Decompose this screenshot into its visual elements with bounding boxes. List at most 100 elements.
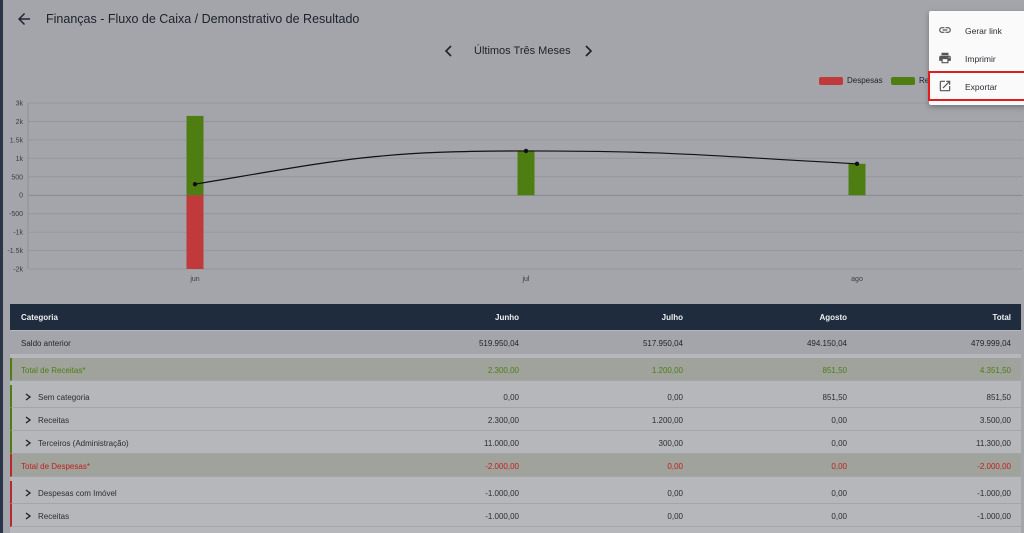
cell-julho: 517.950,04 [642,339,683,348]
cell-julho: 300,00 [658,439,683,448]
cell-agosto: 0,00 [831,416,847,425]
cell-agosto: 494.150,04 [806,339,847,348]
top-bar: Finanças - Fluxo de Caixa / Demonstrativ… [3,0,1024,40]
y-tick-label: 500 [11,174,23,181]
legend-label: Despesas [847,76,883,85]
row-label: Despesas com Imóvel [38,489,117,498]
legend-item-despesas[interactable]: Despesas [819,76,883,86]
print-icon [938,51,952,65]
menu-item-imprimir[interactable]: Imprimir [929,44,1024,72]
legend-swatch [891,76,915,85]
cell-agosto: 851,50 [822,366,847,375]
row-label: Receitas [38,512,70,521]
chevron-right-icon[interactable] [582,44,594,58]
y-tick-label: -500 [9,211,23,218]
y-tick-label: -2k [13,267,23,274]
link-icon [938,23,952,37]
menu-item-label: Exportar [965,82,998,92]
results-table: Categoria Junho Julho Agosto Total Saldo… [10,304,1021,533]
y-tick-label: 0 [19,193,23,200]
legend-item-receitas[interactable]: Re [891,76,929,86]
row-label: Total de Receitas* [21,366,86,375]
cell-total: 11.300,00 [976,439,1011,448]
cell-agosto: 0,00 [831,462,847,471]
x-tick-label: jun [189,276,199,283]
back-arrow-icon[interactable] [15,10,33,28]
y-tick-label: 1.5k [10,137,24,144]
y-tick-label: -1k [13,230,23,237]
cell-total: -1.000,00 [977,512,1011,521]
cell-junho: -1.000,00 [485,512,519,521]
bar-re [848,163,866,196]
row-label-wrap: Receitas [24,512,69,521]
legend-swatch [819,76,843,85]
bar-despesas [186,195,204,269]
row-label-wrap: Despesas com Imóvel [24,489,117,498]
balance-point [523,148,529,154]
table-header: Categoria Junho Julho Agosto Total [10,304,1021,330]
cell-agosto: 0,00 [831,439,847,448]
header-categoria: Categoria [21,313,58,322]
cell-junho: 2.300,00 [487,416,519,425]
y-tick-label: 3k [16,101,24,108]
period-label: Últimos Três Meses [474,45,571,57]
header-agosto: Agosto [819,313,847,322]
cell-junho: -2.000,00 [485,462,519,471]
balance-point [854,161,860,167]
x-tick-label: ago [851,276,863,283]
menu-item-exportar[interactable]: Exportar [928,71,1024,101]
cell-julho: 0,00 [667,462,683,471]
table-row[interactable]: Receitas 2.300,00 1.200,00 0,00 3.500,00 [10,408,1021,431]
chevron-right-icon[interactable] [24,512,32,520]
cell-julho: 0,00 [667,512,683,521]
cash-flow-chart: 3k 2k 1.5k 1k 500 0 -500 -1k -1.5k -2k jun jul ago [3,96,1024,288]
menu-item-label: Imprimir [965,54,996,64]
cell-total: 479.999,04 [970,339,1011,348]
bar-re [186,115,204,196]
chevron-right-icon[interactable] [24,393,32,401]
cell-agosto: 0,00 [831,489,847,498]
row-label-wrap: Terceiros (Administração) [24,439,129,448]
export-menu: Gerar link Imprimir Exportar [928,11,1024,105]
y-tick-label: 2k [16,119,24,126]
cell-agosto: 0,00 [831,512,847,521]
row-label-wrap: Receitas [24,416,69,425]
page-title: Finanças - Fluxo de Caixa / Demonstrativ… [46,12,360,26]
chevron-right-icon[interactable] [24,416,32,424]
balance-point [192,181,198,187]
cell-junho: 519.950,04 [478,339,519,348]
table-row[interactable]: Sem categoria 0,00 0,00 851,50 851,50 [10,385,1021,408]
table-row-total-receitas: Total de Receitas* 2.300,00 1.200,00 851… [10,358,1021,381]
table-row: Saldo anterior 519.950,04 517.950,04 494… [10,331,1021,354]
cell-julho: 0,00 [667,393,683,402]
cell-junho: 2.300,00 [487,366,519,375]
cell-julho: 1.200,00 [651,366,683,375]
header-total: Total [992,313,1011,322]
cell-agosto: 851,50 [822,393,847,402]
row-label: Sem categoria [38,393,90,402]
chevron-right-icon[interactable] [24,489,32,497]
cell-julho: 0,00 [667,489,683,498]
row-label: Receitas [38,416,70,425]
table-row[interactable]: Receitas -1.000,00 0,00 0,00 -1.000,00 [10,504,1021,527]
cell-total: 3.500,00 [979,416,1011,425]
header-julho: Julho [661,313,683,322]
table-row[interactable]: Terceiros (Administração) 11.000,00 300,… [10,431,1021,454]
row-label-wrap: Sem categoria [24,393,90,402]
y-tick-label: 1k [16,156,24,163]
cell-junho: -1.000,00 [485,489,519,498]
cell-total: 851,50 [986,393,1011,402]
row-label: Saldo anterior [21,339,71,348]
row-label: Terceiros (Administração) [38,439,129,448]
menu-item-gerar-link[interactable]: Gerar link [929,16,1024,44]
chevron-left-icon[interactable] [443,44,455,58]
cell-junho: 0,00 [503,393,519,402]
table-row-total-despesas: Total de Despesas* -2.000,00 0,00 0,00 -… [10,454,1021,477]
header-junho: Junho [495,313,519,322]
table-row[interactable]: Despesas com Imóvel -1.000,00 0,00 0,00 … [10,481,1021,504]
chevron-right-icon[interactable] [24,439,32,447]
cell-julho: 1.200,00 [651,416,683,425]
open-in-new-icon [938,79,952,93]
cell-total: -2.000,00 [977,462,1011,471]
